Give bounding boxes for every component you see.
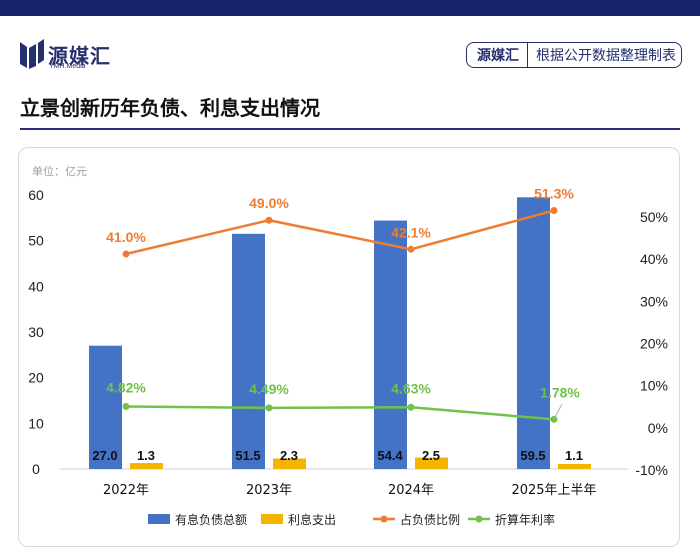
x-tick-label: 2023年 <box>246 483 292 498</box>
point-rate <box>265 404 273 412</box>
brand-subtitle: YMH.Media <box>49 63 86 70</box>
y-tick-label: 60 <box>28 187 44 203</box>
legend-label: 折算年利率 <box>495 512 555 527</box>
legend-label: 占负债比例 <box>400 512 460 527</box>
point-ratio <box>265 216 273 224</box>
x-tick-label: 2022年 <box>103 483 149 498</box>
bar-interest-label: 1.3 <box>137 448 155 463</box>
bar-debt-label: 59.5 <box>520 448 545 463</box>
bar-interest <box>130 463 163 469</box>
label-rate: 4.49% <box>249 381 289 397</box>
y2-tick-label: 50% <box>640 209 668 225</box>
leader-line <box>553 403 563 420</box>
legend-swatch-dot <box>475 515 483 523</box>
y-tick-label: 50 <box>28 233 44 249</box>
legend-swatch <box>148 514 170 524</box>
point-ratio <box>122 250 130 258</box>
legend-swatch-dot <box>380 515 388 523</box>
label-ratio: 41.0% <box>106 229 146 245</box>
source-text: 根据公开数据整理制表 <box>536 48 676 64</box>
bar-interest-label: 2.3 <box>280 448 298 463</box>
point-rate <box>407 403 415 411</box>
bar-interest-label: 2.5 <box>422 448 440 463</box>
brand-logo-icon <box>20 39 44 69</box>
y2-tick-label: 30% <box>640 293 668 309</box>
bar-debt-label: 51.5 <box>235 448 260 463</box>
bar-interest-label: 1.1 <box>565 448 583 463</box>
y2-tick-label: -10% <box>635 462 668 478</box>
x-tick-label: 2024年 <box>388 483 434 498</box>
y-tick-label: 10 <box>28 415 44 431</box>
line-rate <box>125 405 555 421</box>
y-tick-label: 0 <box>32 461 40 477</box>
point-ratio <box>550 207 558 215</box>
point-ratio <box>407 245 415 253</box>
chart-frame <box>18 147 680 547</box>
bar-interest <box>273 458 306 469</box>
point-rate <box>122 403 130 411</box>
label-ratio: 49.0% <box>249 195 289 211</box>
source-brand: 源媒汇 <box>467 43 528 67</box>
bar-interest <box>558 463 591 469</box>
bar-debt <box>89 345 122 469</box>
legend-label: 有息负债总额 <box>175 512 247 527</box>
y2-tick-label: 20% <box>640 336 668 352</box>
bar-interest <box>415 457 448 469</box>
title-divider <box>20 128 680 130</box>
legend-label: 利息支出 <box>288 512 336 527</box>
point-rate <box>550 415 558 423</box>
bar-debt <box>374 220 407 469</box>
y2-tick-label: 40% <box>640 251 668 267</box>
brand-name: 源媒汇 <box>48 44 111 68</box>
legend-swatch <box>261 514 283 524</box>
y2-tick-label: 0% <box>648 420 668 436</box>
source-badge: 源媒汇 根据公开数据整理制表 <box>466 42 682 68</box>
top-bar <box>0 0 700 16</box>
label-ratio: 51.3% <box>534 186 574 202</box>
page-title: 立景创新历年负债、利息支出情况 <box>20 96 320 120</box>
y-tick-label: 40 <box>28 278 44 294</box>
y2-tick-label: 10% <box>640 378 668 394</box>
bar-debt-label: 54.4 <box>377 448 403 463</box>
label-ratio: 42.1% <box>391 224 431 240</box>
y-tick-label: 30 <box>28 324 44 340</box>
bar-debt-label: 27.0 <box>92 448 117 463</box>
bar-debt <box>232 233 265 469</box>
x-tick-label: 2025年上半年 <box>511 483 596 498</box>
line-ratio <box>125 209 555 256</box>
unit-label: 单位：亿元 <box>32 164 87 178</box>
label-rate: 1.78% <box>540 384 580 400</box>
label-rate: 4.63% <box>391 380 431 396</box>
bar-debt <box>517 197 550 470</box>
y-tick-label: 20 <box>28 370 44 386</box>
label-rate: 4.82% <box>106 380 146 396</box>
